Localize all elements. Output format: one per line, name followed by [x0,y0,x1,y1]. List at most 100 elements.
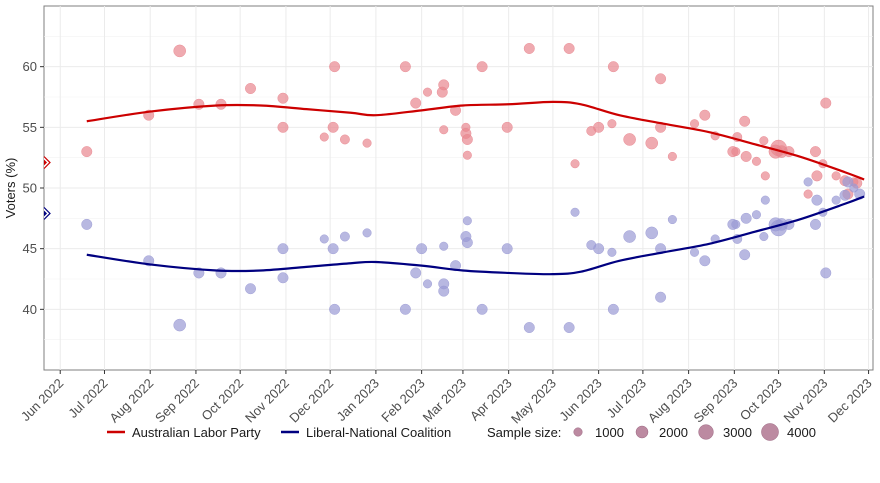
poll-point [803,177,813,187]
legend-size-key [635,425,649,439]
poll-point [461,237,473,249]
poll-point [523,322,535,334]
poll-point [245,283,256,295]
poll-point [399,61,411,73]
poll-point [740,150,752,162]
poll-point [607,119,617,129]
poll-point [623,133,636,146]
poll-point [81,146,93,158]
poll-point [667,215,677,225]
x-tick-label: Dec 2023 [825,376,875,426]
poll-point [831,195,841,205]
poll-point [731,147,741,157]
poll-point [277,92,289,104]
poll-point [319,132,329,142]
poll-point [410,267,422,279]
poll-point [563,42,575,54]
poll-point [667,151,677,161]
legend-size-label: 1000 [595,425,624,440]
x-tick-label: Aug 2022 [106,376,156,426]
poll-point [462,150,472,160]
poll-point [173,44,186,58]
poll-point [655,291,667,303]
x-tick-label: Jun 2022 [18,376,66,424]
y-axis-title: Voters (%) [3,158,18,219]
poll-point [436,86,448,98]
poll-point [570,159,580,169]
poll-point [563,322,575,334]
poll-point [277,272,289,284]
y-tick-label: 40 [23,302,37,317]
poll-point [501,243,513,255]
x-tick-label: Oct 2023 [737,376,785,424]
legend-size-key [573,427,583,437]
x-tick-label: Oct 2022 [198,376,246,424]
poll-point [277,121,289,133]
poll-point [593,121,605,133]
poll-point [842,176,854,188]
legend-label: Liberal-National Coalition [306,425,451,440]
poll-point [820,267,832,279]
poll-point [501,121,513,133]
poll-point [839,189,851,201]
poll-point [699,255,711,267]
poll-point [570,207,580,217]
legend-label: Australian Labor Party [132,425,261,440]
poll-point [689,247,700,257]
poll-point [245,83,256,94]
poll-point [809,218,821,230]
legend-size-label: 2000 [659,425,688,440]
poll-point [645,136,659,150]
poll-point [327,243,339,255]
poll-point [362,138,372,148]
poll-point [399,303,411,315]
poll-point [439,125,449,135]
y-tick-label: 50 [23,181,37,196]
poll-point [329,61,341,73]
x-tick-label: Jan 2023 [334,376,382,424]
poll-point [689,119,700,129]
election-markers [43,156,51,220]
trend-lines [86,100,865,276]
poll-point [645,226,659,240]
poll-point [438,285,450,297]
poll-point [811,170,823,182]
poll-points [81,42,866,334]
poll-point [476,303,488,315]
election-result-marker-inner [44,159,47,166]
legend: Australian Labor Party Liberal-National C… [107,423,816,441]
poll-point [523,42,535,54]
poll-point [751,210,761,220]
x-tick-label: Nov 2022 [242,376,292,426]
poll-point [329,303,341,315]
poll-point [623,230,636,243]
poll-point [803,189,813,199]
x-tick-label: Feb 2023 [378,376,427,425]
poll-point [751,156,761,166]
y-axis: 40 45 50 55 60 [23,59,44,317]
poll-point [820,97,832,109]
poll-point [607,247,617,257]
y-tick-label: 60 [23,59,37,74]
poll-point [759,136,769,146]
poll-point [831,171,841,181]
x-tick-label: Sep 2023 [690,376,740,426]
poll-point [809,146,821,158]
legend-size-label: 3000 [723,425,752,440]
poll-point [416,243,428,255]
poll-point [607,303,619,315]
poll-point [739,249,751,261]
x-tick-label: Sep 2022 [152,376,202,426]
poll-point [759,232,769,242]
grid [44,6,873,370]
poll-point [339,231,350,242]
legend-size-label: 4000 [787,425,816,440]
poll-point [607,61,619,73]
x-tick-label: Aug 2023 [645,376,695,426]
poll-point [277,243,289,255]
poll-point [215,267,227,279]
election-result-marker-inner [44,210,47,217]
poll-point [410,97,422,109]
x-tick-label: Jul 2023 [604,376,649,421]
